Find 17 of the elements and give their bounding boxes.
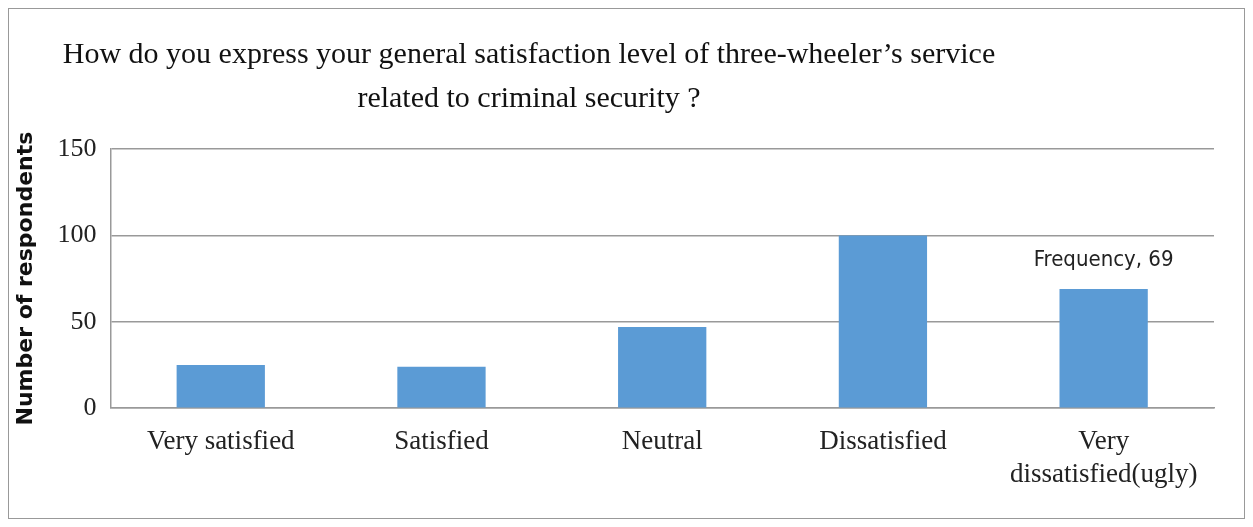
x-tick-label: Neutral [621, 425, 703, 456]
bar [397, 366, 486, 408]
chart-title: How do you express your general satisfaction level of three-wheeler’s service related to criminal security ? [61, 35, 997, 115]
y-tick-label: 100 [57, 219, 97, 249]
bar [838, 235, 928, 408]
y-axis-title: Number of respondents [11, 131, 37, 426]
x-tick-label: Very dissatisfied(ugly) [1009, 425, 1198, 488]
y-tick-label: 150 [57, 132, 97, 162]
y-tick-label: 50 [70, 305, 97, 335]
x-tick-label: Very satisfied [146, 425, 296, 456]
bar [618, 326, 707, 408]
bar [1059, 288, 1148, 408]
x-tick-label: Satisfied [394, 425, 490, 456]
bar [176, 365, 265, 408]
data-label: Frequency, 69 [1033, 245, 1174, 271]
x-tick-label: Dissatisfied [819, 425, 948, 456]
y-tick-label: 0 [83, 392, 97, 422]
